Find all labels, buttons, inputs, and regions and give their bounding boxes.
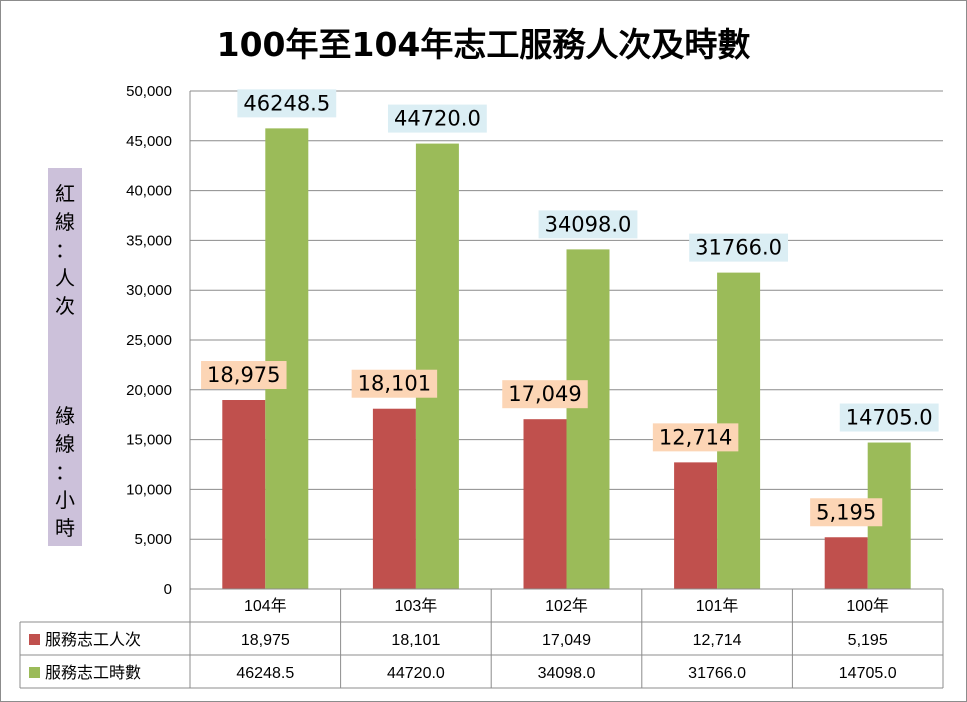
data-label-hours-group: 46248.5 — [237, 89, 337, 118]
y-tick-label: 30,000 — [126, 282, 172, 299]
y-tick-label: 40,000 — [126, 183, 172, 200]
data-label-hours-bg — [689, 233, 789, 262]
side-note-char: 人 — [55, 266, 75, 290]
side-note-char: ： — [55, 238, 75, 262]
data-label-visits: 17,049 — [508, 382, 581, 406]
y-tick-label: 10,000 — [126, 481, 172, 498]
data-label-visits-bg — [201, 361, 287, 390]
data-label-hours-group: 14705.0 — [839, 403, 939, 432]
data-label-hours: 44720.0 — [394, 107, 481, 131]
table-cell: 12,714 — [693, 632, 742, 649]
data-label-hours-bg — [387, 104, 487, 133]
side-note-char: ： — [55, 460, 75, 484]
data-label-hours-group: 44720.0 — [387, 104, 487, 133]
data-label-hours: 46248.5 — [243, 91, 330, 115]
data-label-visits-bg — [652, 423, 739, 452]
data-label-visits: 18,975 — [207, 363, 280, 387]
bar-visits — [824, 537, 868, 589]
x-category-label: 102年 — [545, 597, 588, 615]
data-label-hours-group: 34098.0 — [538, 210, 638, 239]
legend-series-name: 服務志工人次 — [45, 631, 141, 649]
data-label-visits-bg — [810, 498, 883, 527]
table-cell: 14705.0 — [839, 665, 897, 682]
side-note-char: 紅 — [55, 182, 75, 206]
chart-title: 100年至104年志工服務人次及時數 — [216, 25, 751, 64]
data-label-hours-bg — [538, 210, 638, 239]
data-label-visits-group: 18,101 — [351, 369, 438, 398]
y-tick-label: 0 — [164, 581, 172, 598]
legend-swatch-visits — [29, 634, 40, 645]
data-label-visits-group: 17,049 — [502, 380, 588, 409]
side-note-char: 小 — [55, 488, 75, 512]
table-cell: 34098.0 — [538, 665, 596, 682]
y-tick-label: 35,000 — [126, 232, 172, 249]
data-label-visits: 12,714 — [659, 425, 732, 449]
side-note-char: 時 — [55, 516, 75, 540]
bar-hours — [415, 143, 459, 589]
side-note-legend: 紅線：人次綠線：小時 — [48, 168, 82, 546]
x-category-label: 104年 — [244, 597, 287, 615]
data-label-visits-group: 12,714 — [652, 423, 739, 452]
x-category-label: 103年 — [395, 597, 438, 615]
legend-swatch-hours — [29, 667, 40, 678]
bar-visits — [372, 408, 416, 589]
y-tick-label: 5,000 — [134, 531, 172, 548]
side-note-char: 次 — [55, 294, 75, 318]
x-category-label: 100年 — [846, 597, 889, 615]
bar-hours — [566, 249, 610, 590]
y-tick-label: 45,000 — [126, 133, 172, 150]
data-label-visits-bg — [351, 369, 438, 398]
data-label-hours-bg — [839, 403, 939, 432]
y-tick-label: 50,000 — [126, 83, 172, 100]
data-label-visits: 5,195 — [816, 500, 876, 524]
side-note-char: 線 — [55, 210, 75, 234]
y-tick-label: 25,000 — [126, 332, 172, 349]
bar-visits — [523, 419, 567, 589]
table-cell: 31766.0 — [688, 665, 746, 682]
data-label-hours: 34098.0 — [545, 212, 632, 236]
table-cell: 17,049 — [542, 632, 591, 649]
data-label-visits: 18,101 — [358, 372, 431, 396]
side-note-char: 線 — [55, 432, 75, 456]
y-tick-label: 20,000 — [126, 382, 172, 399]
bar-visits — [222, 400, 266, 589]
data-label-hours: 31766.0 — [695, 236, 782, 260]
data-label-hours: 14705.0 — [846, 406, 933, 430]
bar-visits — [674, 462, 718, 589]
table-cell: 18,101 — [391, 632, 440, 649]
table-cell: 44720.0 — [387, 665, 445, 682]
table-cell: 5,195 — [848, 632, 888, 649]
data-label-hours-bg — [237, 89, 337, 118]
side-note-char: 綠 — [55, 404, 75, 428]
table-cell: 46248.5 — [236, 665, 294, 682]
x-category-label: 101年 — [696, 597, 739, 615]
y-tick-label: 15,000 — [126, 432, 172, 449]
legend-series-name: 服務志工時數 — [45, 664, 141, 682]
data-label-visits-group: 18,975 — [201, 361, 287, 390]
data-label-visits-bg — [502, 380, 588, 409]
data-label-hours-group: 31766.0 — [689, 233, 789, 262]
data-label-visits-group: 5,195 — [810, 498, 883, 527]
table-cell: 18,975 — [241, 632, 290, 649]
bar-hours — [265, 128, 309, 590]
